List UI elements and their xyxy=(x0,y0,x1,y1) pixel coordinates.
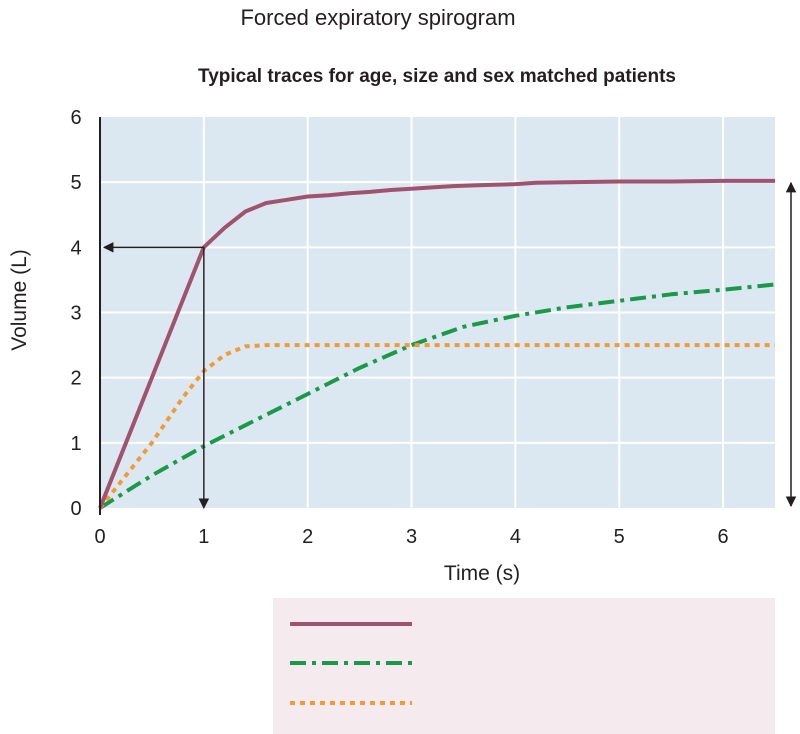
y-tick-label: 2 xyxy=(70,368,81,390)
series-line-dash-dot xyxy=(98,282,776,510)
x-tick-label: 6 xyxy=(718,526,729,548)
x-tick-label: 1 xyxy=(198,526,209,548)
series-line-solid xyxy=(98,178,775,509)
x-tick-label: 3 xyxy=(406,526,417,548)
y-tick-labels: 0 1 2 3 4 5 6 xyxy=(70,107,81,520)
y-tick-label: 4 xyxy=(70,237,81,259)
x-axis-label: Time (s) xyxy=(444,562,520,585)
y-tick-label: 5 xyxy=(70,172,81,194)
y-tick-label: 3 xyxy=(70,303,81,325)
legend-box xyxy=(273,598,775,734)
series-lines xyxy=(98,178,776,510)
x-tick-label: 4 xyxy=(510,526,521,548)
x-tick-label: 2 xyxy=(302,526,313,548)
y-tick-label: 1 xyxy=(70,433,81,455)
y-axis-label: Volume (L) xyxy=(8,249,31,351)
x-tick-label: 0 xyxy=(94,526,105,548)
y-tick-label: 0 xyxy=(70,498,81,520)
annotations xyxy=(102,181,797,510)
chart-title: Forced expiratory spirogram xyxy=(240,5,515,30)
chart-subtitle: Typical traces for age, size and sex mat… xyxy=(198,66,676,87)
y-tick-label: 6 xyxy=(70,107,81,129)
series-line-dotted xyxy=(98,343,775,510)
x-tick-label: 5 xyxy=(614,526,625,548)
x-tick-labels: 0 1 2 3 4 5 6 xyxy=(94,526,728,548)
legend xyxy=(290,622,412,705)
